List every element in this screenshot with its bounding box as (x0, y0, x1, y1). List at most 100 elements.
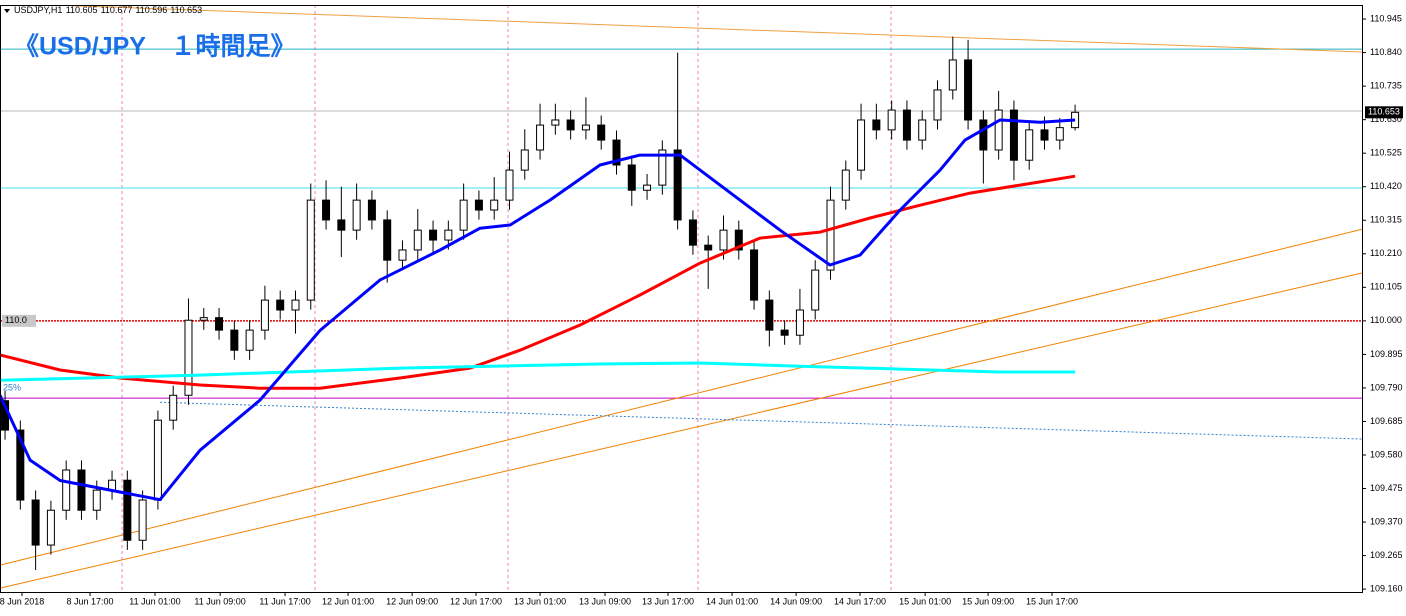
candle-body (1025, 129, 1034, 161)
y-tick-label: 110.000 (1370, 315, 1402, 325)
y-tick-label: 110.105 (1370, 282, 1402, 292)
x-tick-label: 8 Jun 17:00 (67, 596, 114, 606)
candle-body (92, 489, 101, 511)
candle-body (413, 229, 422, 251)
candle-body (841, 169, 850, 201)
line-label-box (2, 314, 36, 327)
candle-body (260, 299, 269, 331)
candle-body (658, 149, 667, 186)
ohlc-close: 110.653 (170, 5, 202, 15)
candle-body (31, 499, 40, 546)
candle-body (597, 124, 606, 141)
candle-body (566, 119, 575, 131)
x-tick-label: 15 Jun 17:00 (1026, 596, 1078, 606)
candle-body (138, 499, 147, 541)
x-tick-label: 12 Jun 09:00 (386, 596, 438, 606)
candle-body (16, 429, 25, 501)
y-tick-label: 109.160 (1370, 584, 1403, 594)
candle-body (627, 164, 636, 191)
plot: 110.0 (0, 5, 1362, 589)
y-tick-label: 109.370 (1370, 516, 1403, 526)
candle-body (322, 199, 331, 221)
candle-body (581, 124, 590, 131)
moving-average (0, 361, 1076, 382)
ohlc-open: 110.605 (66, 5, 98, 15)
y-tick-label: 110.840 (1370, 47, 1402, 57)
y-tick-label: 109.790 (1370, 382, 1403, 392)
plot-frame (0, 5, 1363, 593)
x-tick-label: 12 Jun 01:00 (322, 596, 374, 606)
y-tick-label: 109.685 (1370, 416, 1403, 426)
candle-body (429, 229, 438, 241)
candle-body (551, 119, 560, 126)
candle-body (750, 249, 759, 301)
candle-body (46, 509, 55, 546)
candle-body (215, 317, 224, 331)
candle-body (918, 119, 927, 141)
x-tick-label: 15 Jun 09:00 (962, 596, 1014, 606)
candle-body (612, 139, 621, 166)
y-tick-label: 110.420 (1370, 181, 1402, 191)
candle-body (994, 109, 1003, 151)
candle-body (948, 59, 957, 91)
day-separators (121, 5, 892, 592)
candle-body (704, 244, 713, 251)
x-tick-label: 14 Jun 09:00 (770, 596, 822, 606)
y-tick-label: 109.580 (1370, 449, 1403, 459)
candle-body (1040, 129, 1049, 141)
candle-body (795, 309, 804, 336)
candle-body (383, 219, 392, 261)
candle-body (765, 299, 774, 331)
x-tick-label: 14 Jun 01:00 (706, 596, 758, 606)
candle-body (719, 229, 728, 251)
x-tick-label: 13 Jun 09:00 (579, 596, 631, 606)
y-tick-label: 110.735 (1370, 80, 1402, 90)
x-tick-label: 12 Jun 17:00 (450, 596, 502, 606)
price-box (1365, 106, 1403, 119)
candle-body (444, 229, 453, 241)
candle-body (933, 89, 942, 121)
y-tick-label: 109.475 (1370, 483, 1403, 493)
ohlc-low: 110.596 (135, 5, 167, 15)
candle-body (902, 109, 911, 141)
symbol: USDJPY,H1 (14, 5, 62, 15)
y-tick-label: 110.525 (1370, 148, 1402, 158)
ohlc-high: 110.677 (101, 5, 133, 15)
y-tick-label: 109.895 (1370, 349, 1403, 359)
candle-body (398, 249, 407, 261)
candle-body (1009, 109, 1018, 161)
moving-average (0, 174, 1076, 390)
candle-body (184, 319, 193, 396)
candle-body (276, 299, 285, 311)
x-tick-label: 11 Jun 09:00 (194, 596, 245, 606)
candle-body (857, 119, 866, 171)
chart-title: 《USD/JPY １時間足》 (14, 32, 296, 61)
candle-body (520, 149, 529, 171)
trend-line (0, 272, 1362, 589)
price-label: 110.653 (1368, 107, 1400, 117)
moving-average (0, 118, 1076, 502)
axes: 110.945 110.840 110.735 110.630 110.525 110.4… (0, 13, 1403, 606)
candle-body (536, 124, 545, 151)
candle-body (352, 199, 361, 231)
trend-line (160, 401, 1362, 440)
x-tick-label: 14 Jun 17:00 (834, 596, 886, 606)
candle-body (306, 199, 315, 301)
candle-body (673, 149, 682, 221)
candle-body (459, 199, 468, 231)
candle-body (872, 119, 881, 131)
candle-body (887, 109, 896, 131)
candle-body (964, 59, 973, 121)
candle-body (153, 419, 162, 501)
candle-body (811, 269, 820, 311)
candle-body (77, 469, 86, 511)
candle-body (490, 199, 499, 211)
candle-body (337, 219, 346, 231)
candle-body (230, 329, 239, 351)
x-tick-label: 11 Jun 01:00 (129, 596, 180, 606)
candle-body (780, 329, 789, 336)
candle-body (123, 479, 132, 541)
y-tick-label: 110.945 (1370, 13, 1402, 23)
y-tick-label: 110.210 (1370, 248, 1402, 258)
